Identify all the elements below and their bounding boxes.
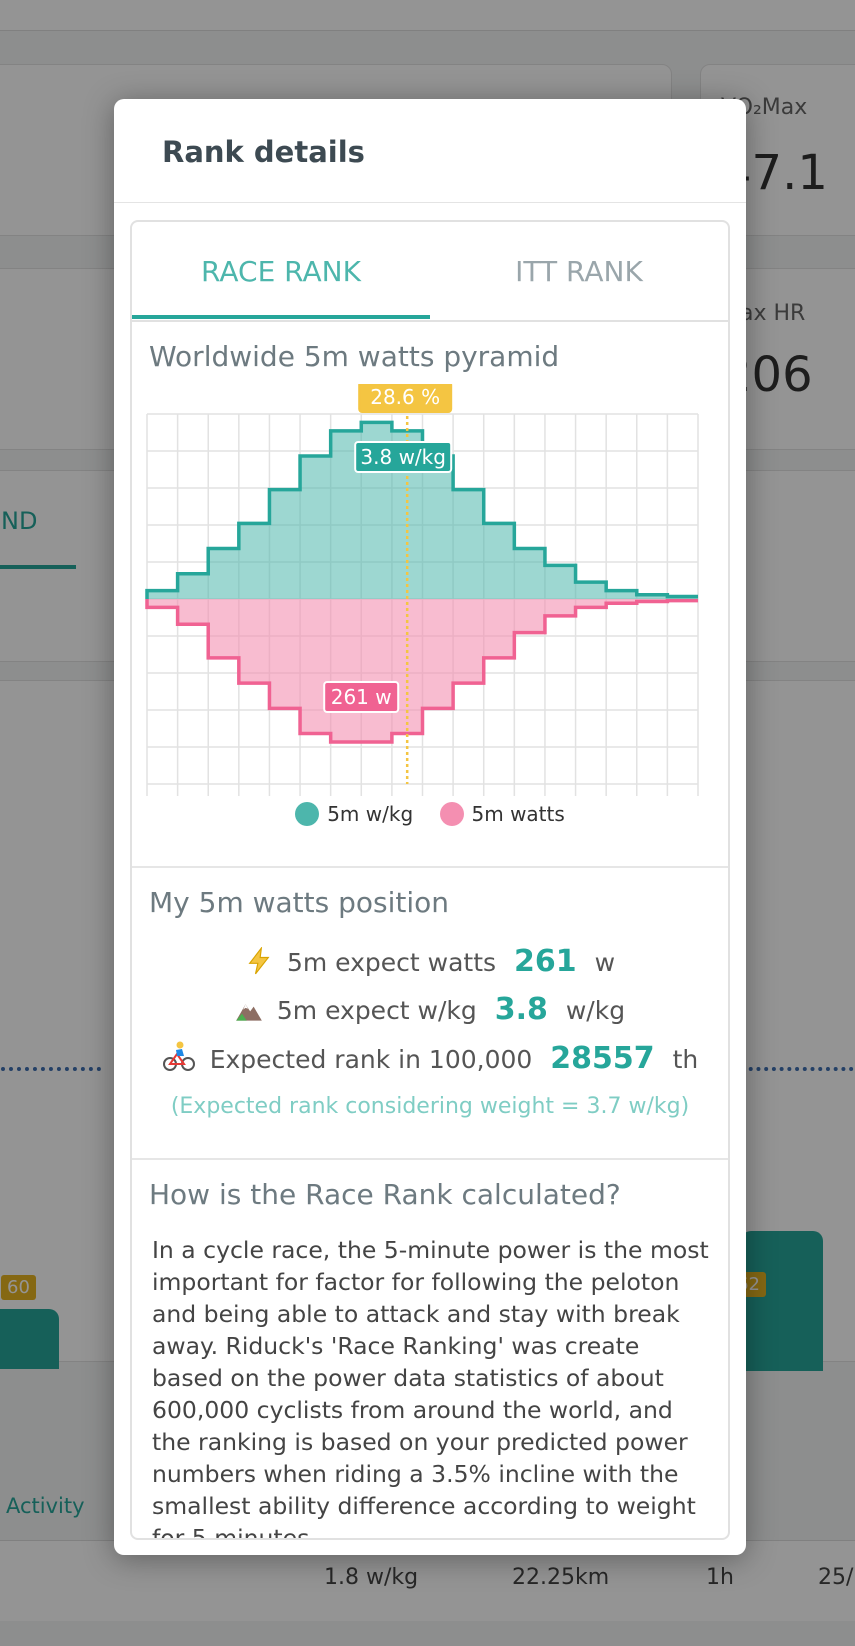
wkg-area <box>147 422 698 599</box>
legend-dot-watts <box>439 802 464 826</box>
legend-item-wkg[interactable]: 5m w/kg <box>295 802 413 826</box>
pyramid-chart: 28.6 % 3.8 w/kg 261 w <box>145 384 699 796</box>
expect-watts-unit: w <box>594 948 616 977</box>
watts-label-box <box>323 681 400 713</box>
watts-label: 261 w <box>331 685 392 709</box>
modal-divider <box>114 202 746 203</box>
row-distance: 22.25km <box>512 1565 610 1590</box>
expect-wkg-label: 5m expect w/kg <box>276 996 477 1025</box>
background-tab-fragment: ND <box>1 507 38 535</box>
expect-watts-value: 261 <box>513 944 577 979</box>
expect-wkg-value: 3.8 <box>494 992 548 1027</box>
pyramid-title: Worldwide 5m watts pyramid <box>149 340 560 373</box>
section-divider <box>132 1158 728 1160</box>
mountain-icon <box>236 1004 262 1021</box>
wkg-label-box <box>354 441 453 473</box>
legend-dot-wkg <box>295 802 320 826</box>
rank-tabs: RACE RANK ITT RANK <box>132 222 728 322</box>
watts-series-line <box>145 598 698 744</box>
background-tab-indicator <box>0 565 76 569</box>
row-duration: 1h <box>706 1565 734 1590</box>
row-wkg: 1.8 w/kg <box>324 1565 419 1590</box>
explanation-title: How is the Race Rank calculated? <box>149 1178 621 1211</box>
position-title: My 5m watts position <box>149 886 450 919</box>
weight-rank-note: (Expected rank considering weight = 3.7 … <box>170 1094 690 1119</box>
expected-rank-value: 28557 <box>550 1041 655 1076</box>
percent-label-box <box>358 384 453 413</box>
background-bar <box>0 1309 59 1369</box>
background-dotted-line <box>741 1067 855 1071</box>
section-divider <box>132 866 728 868</box>
tab-race-rank[interactable]: RACE RANK <box>201 255 361 288</box>
expected-rank-label: Expected rank in 100,000 <box>209 1045 533 1074</box>
wkg-series-line <box>145 420 698 599</box>
legend-label-watts: 5m watts <box>471 802 565 826</box>
watts-area <box>147 599 698 742</box>
rank-card: RACE RANK ITT RANK Worldwide 5m watts py… <box>130 220 730 1540</box>
expected-rank-unit: th <box>672 1045 699 1074</box>
tab-active-indicator <box>132 315 430 319</box>
expect-wkg-unit: w/kg <box>565 996 626 1025</box>
background-badge: 60 <box>1 1275 36 1300</box>
expect-wkg-line: 5m expect w/kg 3.8 w/kg <box>132 992 728 1027</box>
background-bar <box>741 1231 823 1371</box>
background-activity-label: Activity <box>6 1494 85 1518</box>
legend-item-watts[interactable]: 5m watts <box>439 802 565 826</box>
lightning-icon <box>248 947 270 975</box>
background-topbar <box>0 0 855 31</box>
wkg-label: 3.8 w/kg <box>360 445 446 469</box>
chart-legend: 5m w/kg 5m watts <box>132 802 728 831</box>
percent-label: 28.6 % <box>370 385 440 409</box>
tab-itt-rank[interactable]: ITT RANK <box>515 255 643 288</box>
modal-title: Rank details <box>162 135 365 169</box>
legend-label-wkg: 5m w/kg <box>327 802 414 826</box>
background-dotted-line <box>1 1067 101 1071</box>
cyclist-icon <box>162 1041 195 1071</box>
explanation-body: In a cycle race, the 5-minute power is t… <box>152 1236 709 1540</box>
expect-watts-line: 5m expect watts 261 w <box>132 944 728 979</box>
expect-watts-label: 5m expect watts <box>286 948 497 977</box>
rank-details-modal: Rank details RACE RANK ITT RANK Worldwid… <box>114 99 746 1555</box>
row-date: 25/ <box>818 1565 854 1590</box>
expected-rank-line: Expected rank in 100,000 28557 th <box>132 1040 728 1076</box>
